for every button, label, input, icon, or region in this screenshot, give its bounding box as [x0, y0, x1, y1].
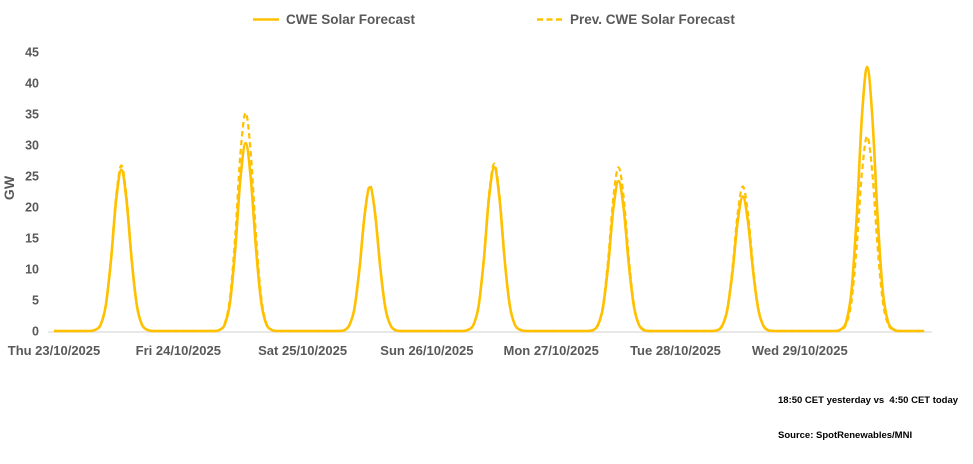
y-tick-label: 45 [25, 46, 39, 60]
x-axis-label: Wed 29/10/2025 [752, 343, 848, 358]
footnote-timestamp: 18:50 CET yesterday vs 4:50 CET today [778, 395, 959, 406]
x-axis-label: Thu 23/10/2025 [8, 343, 101, 358]
y-tick-label: 30 [25, 139, 39, 153]
legend-item-cwe-solar-forecast: CWE Solar Forecast [253, 11, 415, 27]
y-tick-label: 25 [25, 170, 39, 184]
y-tick-label: 15 [25, 232, 39, 246]
chart-plot-area: 0 5 10 15 20 25 30 35 40 45 Thu 23/10/2025 Fri 24/1… [8, 46, 932, 358]
y-tick-label: 0 [32, 325, 39, 339]
y-tick-label: 35 [25, 108, 39, 122]
solar-forecast-chart: 0 5 10 15 20 25 30 35 40 45 Thu 23/10/2025 Fri 24/1… [1, 11, 959, 441]
y-tick-label: 40 [25, 77, 39, 91]
footnote: 18:50 CET yesterday vs 4:50 CET today So… [778, 372, 958, 464]
y-tick-label: 10 [25, 263, 39, 277]
prev-cwe-solar-forecast-line [54, 111, 925, 333]
y-tick-label: 5 [32, 294, 39, 308]
legend-item-prev-cwe-solar-forecast: Prev. CWE Solar Forecast [537, 11, 735, 27]
x-axis-label: Mon 27/10/2025 [504, 343, 599, 358]
x-axis-label: Sat 25/10/2025 [258, 343, 347, 358]
legend-label-cwe-solar-forecast: CWE Solar Forecast [286, 11, 416, 27]
x-axis-label: Tue 28/10/2025 [630, 343, 721, 358]
footnote-source: Source: SpotRenewables/MNI [778, 429, 913, 441]
x-axis-label: Fri 24/10/2025 [136, 343, 221, 358]
x-axis-label: Sun 26/10/2025 [380, 343, 473, 358]
y-tick-label: 20 [25, 201, 39, 215]
legend-label-prev-cwe-solar-forecast: Prev. CWE Solar Forecast [570, 11, 735, 27]
legend-solid-line-marker [253, 17, 279, 21]
cwe-solar-forecast-line [54, 65, 925, 333]
y-axis-title: GW [1, 175, 17, 201]
legend-dashed-line-marker [537, 17, 563, 21]
